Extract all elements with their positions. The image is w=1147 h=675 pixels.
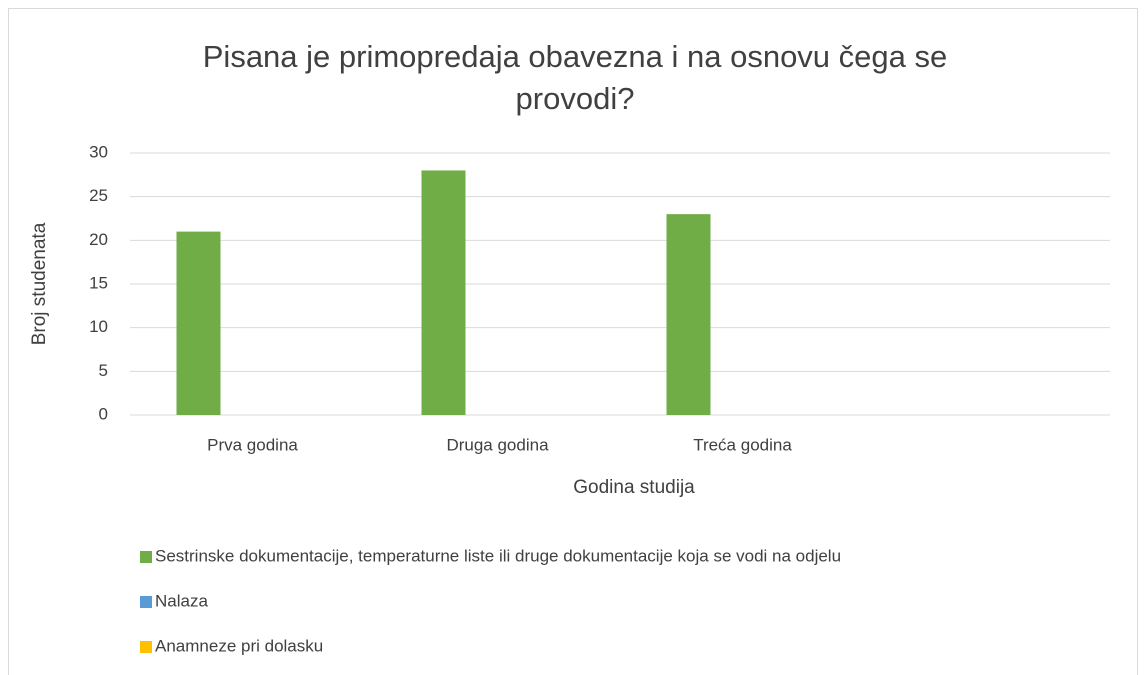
y-axis-label: Broj studenata xyxy=(29,222,50,345)
y-tick-label: 10 xyxy=(89,317,108,336)
x-axis-label: Godina studija xyxy=(573,477,695,498)
x-tick-label: Prva godina xyxy=(207,435,298,454)
legend-label: Nalaza xyxy=(155,591,208,610)
bar xyxy=(176,231,221,415)
y-tick-label: 25 xyxy=(89,186,108,205)
y-tick-label: 30 xyxy=(89,142,108,161)
y-tick-label: 20 xyxy=(89,230,108,249)
y-tick-label: 15 xyxy=(89,273,108,292)
chart-border xyxy=(8,8,1138,675)
legend-swatch xyxy=(140,596,152,608)
chart-title: Pisana je primopredaja obavezna i na osn… xyxy=(202,39,948,116)
legend-label: Sestrinske dokumentacije, temperaturne l… xyxy=(155,546,841,565)
bar xyxy=(666,214,711,415)
x-tick-label: Treća godina xyxy=(693,435,792,454)
y-tick-label: 5 xyxy=(99,361,108,380)
legend-swatch xyxy=(140,641,152,653)
legend-swatch xyxy=(140,551,152,563)
x-tick-label: Druga godina xyxy=(446,435,549,454)
y-tick-label: 0 xyxy=(99,404,108,423)
legend-label: Anamneze pri dolasku xyxy=(155,636,323,655)
bar xyxy=(421,170,466,415)
